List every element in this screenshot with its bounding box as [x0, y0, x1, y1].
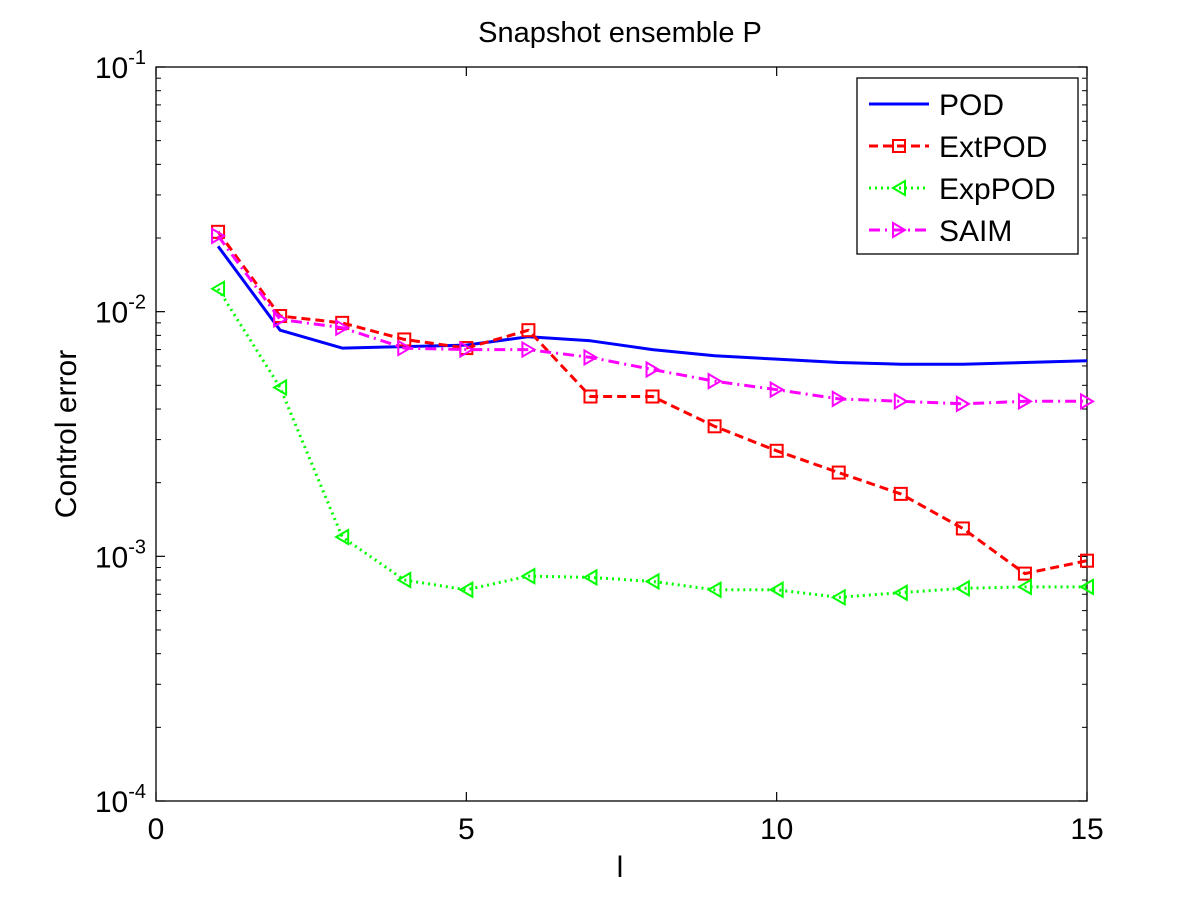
- y-tick-label-base: 10: [95, 786, 128, 819]
- legend-label: POD: [939, 89, 1004, 122]
- data-point-saim: [769, 380, 785, 399]
- plot-area: 0 5 10 1510-410-310-210-1PODExtPODExpPODSAI…: [95, 47, 1104, 846]
- data-point-saim: [1017, 392, 1033, 411]
- y-tick-label: 10-3: [95, 536, 146, 574]
- data-point-saim: [273, 310, 289, 329]
- series-line-extpod: [216, 230, 1088, 576]
- y-tick-label-exponent: -2: [128, 292, 146, 314]
- data-point-extpod: [645, 389, 660, 404]
- data-point-saim: [521, 340, 537, 359]
- data-point-saim: [459, 340, 475, 359]
- data-point-extpod: [769, 443, 784, 458]
- data-point-exppod: [954, 579, 970, 598]
- legend-marker-extpod: [892, 139, 906, 153]
- data-point-saim: [583, 348, 599, 367]
- data-point-exppod: [644, 572, 660, 591]
- data-point-extpod: [1080, 553, 1094, 568]
- series-line-pod: [216, 245, 1088, 366]
- data-point-saim: [397, 339, 413, 357]
- data-point-saim: [335, 318, 351, 337]
- data-point-extpod: [521, 323, 536, 338]
- y-tick-label: 10-2: [95, 292, 146, 330]
- data-point-exppod: [334, 528, 350, 546]
- y-tick-label-exponent: -1: [128, 47, 146, 69]
- data-point-saim: [645, 360, 661, 379]
- chart-title: Snapshot ensemble P: [478, 17, 762, 49]
- x-tick-label: 0: [148, 813, 165, 846]
- x-tick-label: 15: [1070, 813, 1103, 846]
- data-point-exppod: [830, 588, 846, 607]
- x-axis-label: l: [617, 851, 624, 884]
- data-point-saim: [955, 395, 971, 413]
- data-point-saim: [893, 392, 909, 411]
- data-point-exppod: [1079, 578, 1094, 596]
- data-point-saim: [707, 372, 723, 390]
- y-axis-label: Control error: [50, 350, 83, 518]
- data-point-exppod: [272, 378, 288, 397]
- data-point-exppod: [768, 581, 784, 599]
- data-point-extpod: [831, 465, 846, 480]
- data-point-extpod: [1017, 566, 1032, 581]
- data-point-saim: [211, 227, 227, 245]
- data-point-extpod: [893, 486, 908, 501]
- legend-marker-saim: [892, 221, 907, 239]
- data-point-exppod: [892, 583, 908, 602]
- y-tick-label-base: 10: [95, 52, 128, 85]
- legend-marker-exppod: [891, 179, 906, 197]
- y-tick-label-base: 10: [95, 297, 128, 330]
- y-tick-label-exponent: -4: [128, 781, 146, 803]
- x-tick-label: 5: [458, 813, 475, 846]
- data-point-exppod: [458, 581, 474, 599]
- data-point-exppod: [396, 571, 412, 589]
- data-point-exppod: [210, 280, 226, 298]
- data-point-exppod: [706, 581, 722, 599]
- data-point-exppod: [1016, 578, 1032, 596]
- y-tick-label-exponent: -3: [128, 536, 146, 558]
- data-point-extpod: [707, 419, 722, 434]
- legend-label: SAIM: [939, 215, 1012, 248]
- series-line-exppod: [216, 288, 1087, 599]
- axes-frame: [155, 66, 1088, 802]
- y-tick-label-base: 10: [95, 541, 128, 574]
- data-point-saim: [1080, 392, 1095, 411]
- data-point-saim: [831, 390, 847, 408]
- data-point-extpod: [955, 521, 970, 536]
- legend-label: ExtPOD: [939, 131, 1047, 164]
- x-tick-label: 10: [760, 813, 793, 846]
- data-point-extpod: [583, 389, 598, 404]
- y-tick-label: 10-4: [95, 781, 146, 819]
- series-line-saim: [216, 235, 1087, 406]
- legend-label: ExpPOD: [939, 173, 1056, 206]
- data-point-exppod: [582, 568, 598, 587]
- y-tick-label: 10-1: [95, 47, 146, 85]
- legend: POD ExtPOD ExpPOD SAIM: [856, 77, 1079, 255]
- data-point-exppod: [520, 567, 536, 585]
